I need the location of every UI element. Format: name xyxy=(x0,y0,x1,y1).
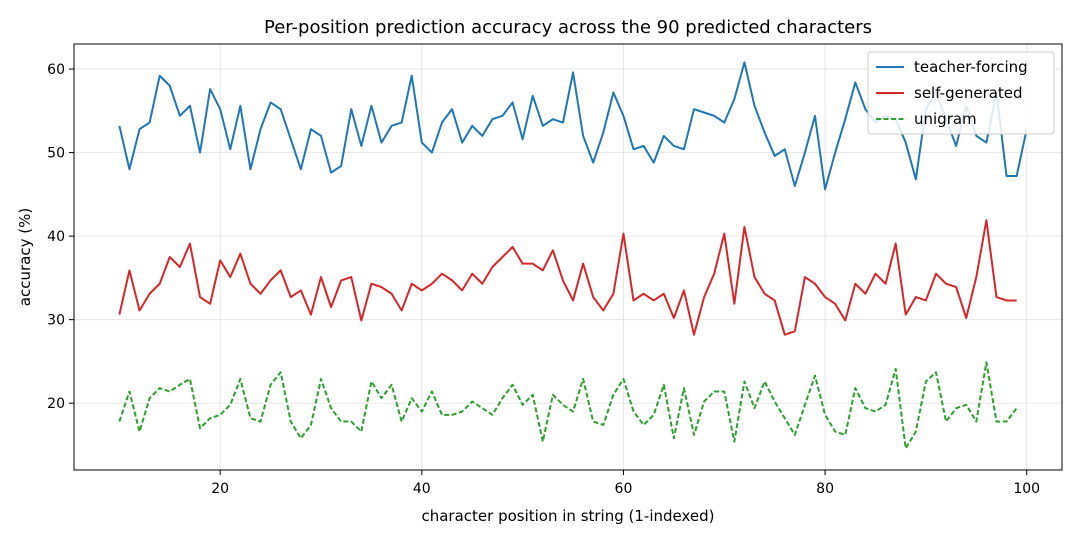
y-tick-label: 30 xyxy=(47,313,65,329)
x-axis: 20 40 60 80 100 xyxy=(211,470,1040,497)
series-line-self-generated xyxy=(118,219,1017,336)
chart-title: Per-position prediction accuracy across … xyxy=(264,17,872,38)
y-axis: 20 30 40 50 60 xyxy=(47,62,74,412)
y-tick-label: 50 xyxy=(47,146,65,162)
x-tick-label: 20 xyxy=(211,481,229,497)
plot-frame xyxy=(73,43,1063,471)
x-tick-label: 60 xyxy=(615,481,633,497)
y-axis-label: accuracy (%) xyxy=(16,208,34,306)
x-tick-label: 100 xyxy=(1013,481,1040,497)
x-tick-label: 80 xyxy=(816,481,834,497)
x-axis-label: character position in string (1-indexed) xyxy=(421,507,714,525)
series-line-unigram xyxy=(118,361,1018,450)
legend-box xyxy=(867,51,1055,135)
legend-label-teacher-forcing: teacher-forcing xyxy=(914,58,1028,76)
legend-label-unigram: unigram xyxy=(914,110,977,128)
x-tick-label: 40 xyxy=(413,481,431,497)
legend: teacher-forcing self-generated unigram xyxy=(867,51,1055,135)
legend-label-self-generated: self-generated xyxy=(914,84,1023,102)
y-tick-label: 40 xyxy=(47,229,65,245)
y-tick-label: 60 xyxy=(47,62,65,78)
y-tick-label: 20 xyxy=(47,396,65,412)
